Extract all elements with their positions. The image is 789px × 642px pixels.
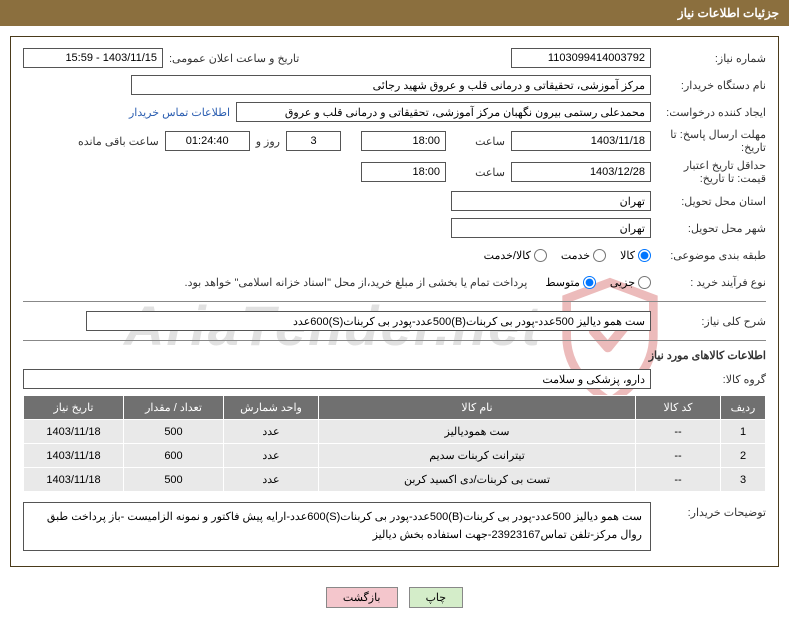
need-no-label: شماره نیاز:: [651, 52, 766, 65]
cell-row: 2: [721, 444, 766, 468]
back-button[interactable]: بازگشت: [326, 587, 398, 608]
process-note: پرداخت تمام یا بخشی از مبلغ خرید،از محل …: [185, 276, 528, 289]
cat-opt-1[interactable]: کالا: [620, 249, 651, 262]
separator-1: [23, 301, 766, 302]
main-panel: AriaTender.net شماره نیاز: 1103099414003…: [10, 36, 779, 567]
cell-unit: عدد: [224, 444, 319, 468]
category-label: طبقه بندی موضوعی:: [651, 249, 766, 262]
overall-label: شرح کلی نیاز:: [651, 315, 766, 328]
cell-name: تیترانت کربنات سدیم: [319, 444, 636, 468]
deadline-time: 18:00: [361, 131, 446, 151]
separator-2: [23, 340, 766, 341]
cat-opt-3[interactable]: کالا/خدمت: [484, 249, 547, 262]
th-code: کد کالا: [636, 396, 721, 420]
cell-row: 3: [721, 468, 766, 492]
hour-label-1: ساعت: [446, 135, 511, 148]
remain-label: ساعت باقی مانده: [72, 135, 165, 148]
cell-qty: 500: [124, 468, 224, 492]
cat-radio-3[interactable]: [534, 249, 547, 262]
cell-code: --: [636, 468, 721, 492]
process-radios: جزیی متوسط: [535, 276, 651, 289]
deadline-label: مهلت ارسال پاسخ: تا تاریخ:: [651, 128, 766, 154]
button-bar: چاپ بازگشت: [0, 577, 789, 614]
cell-code: --: [636, 420, 721, 444]
cat-radio-2[interactable]: [593, 249, 606, 262]
group-label: گروه کالا:: [651, 373, 766, 386]
proc-opt-1[interactable]: جزیی: [610, 276, 651, 289]
creator-value: محمدعلی رستمی بیرون نگهبان مرکز آموزشی، …: [236, 102, 651, 122]
cell-unit: عدد: [224, 468, 319, 492]
table-row: 1--ست همودیالیزعدد5001403/11/18: [24, 420, 766, 444]
days-value: 3: [286, 131, 341, 151]
th-unit: واحد شمارش: [224, 396, 319, 420]
page-header: جزئیات اطلاعات نیاز: [0, 0, 789, 26]
print-button[interactable]: چاپ: [409, 587, 464, 608]
hour-label-2: ساعت: [446, 166, 511, 179]
announce-label: تاریخ و ساعت اعلان عمومی:: [163, 52, 305, 65]
validity-time: 18:00: [361, 162, 446, 182]
announce-value: 1403/11/15 - 15:59: [23, 48, 163, 68]
days-label: روز و: [250, 135, 286, 148]
th-name: نام کالا: [319, 396, 636, 420]
proc-opt-2[interactable]: متوسط: [545, 276, 596, 289]
province-label: استان محل تحویل:: [651, 195, 766, 208]
cell-date: 1403/11/18: [24, 468, 124, 492]
process-label: نوع فرآیند خرید :: [651, 276, 766, 289]
remain-value: 01:24:40: [165, 131, 250, 151]
overall-value: ست همو دیالیز 500عدد-پودر بی کربنات(B)50…: [86, 311, 651, 331]
cell-qty: 600: [124, 444, 224, 468]
cell-name: ست همودیالیز: [319, 420, 636, 444]
validity-date: 1403/12/28: [511, 162, 651, 182]
cell-code: --: [636, 444, 721, 468]
group-value: دارو، پزشکی و سلامت: [23, 369, 651, 389]
deadline-date: 1403/11/18: [511, 131, 651, 151]
table-row: 3--تست بی کربنات/دی اکسید کربنعدد5001403…: [24, 468, 766, 492]
proc-radio-2[interactable]: [583, 276, 596, 289]
city-value: تهران: [451, 218, 651, 238]
buyer-label: نام دستگاه خریدار:: [651, 79, 766, 92]
table-row: 2--تیترانت کربنات سدیمعدد6001403/11/18: [24, 444, 766, 468]
proc-radio-1[interactable]: [638, 276, 651, 289]
category-radios: کالا خدمت کالا/خدمت: [474, 249, 651, 262]
buyer-value: مرکز آموزشی، تحقیقاتی و درمانی قلب و عرو…: [131, 75, 651, 95]
items-section-title: اطلاعات کالاهای مورد نیاز: [23, 349, 766, 362]
cell-name: تست بی کربنات/دی اکسید کربن: [319, 468, 636, 492]
contact-link[interactable]: اطلاعات تماس خریدار: [129, 106, 230, 119]
city-label: شهر محل تحویل:: [651, 222, 766, 235]
cell-unit: عدد: [224, 420, 319, 444]
cell-row: 1: [721, 420, 766, 444]
cat-radio-1[interactable]: [638, 249, 651, 262]
th-qty: تعداد / مقدار: [124, 396, 224, 420]
cell-date: 1403/11/18: [24, 444, 124, 468]
th-row: ردیف: [721, 396, 766, 420]
province-value: تهران: [451, 191, 651, 211]
cat-opt-2[interactable]: خدمت: [561, 249, 606, 262]
creator-label: ایجاد کننده درخواست:: [651, 106, 766, 119]
cell-date: 1403/11/18: [24, 420, 124, 444]
buyer-notes-value: ست همو دیالیز 500عدد-پودر بی کربنات(B)50…: [23, 502, 651, 551]
need-no-value: 1103099414003792: [511, 48, 651, 68]
validity-label: حداقل تاریخ اعتبار قیمت: تا تاریخ:: [651, 159, 766, 185]
th-date: تاریخ نیاز: [24, 396, 124, 420]
cell-qty: 500: [124, 420, 224, 444]
buyer-notes-label: توضیحات خریدار:: [651, 502, 766, 519]
items-table: ردیف کد کالا نام کالا واحد شمارش تعداد /…: [23, 395, 766, 492]
